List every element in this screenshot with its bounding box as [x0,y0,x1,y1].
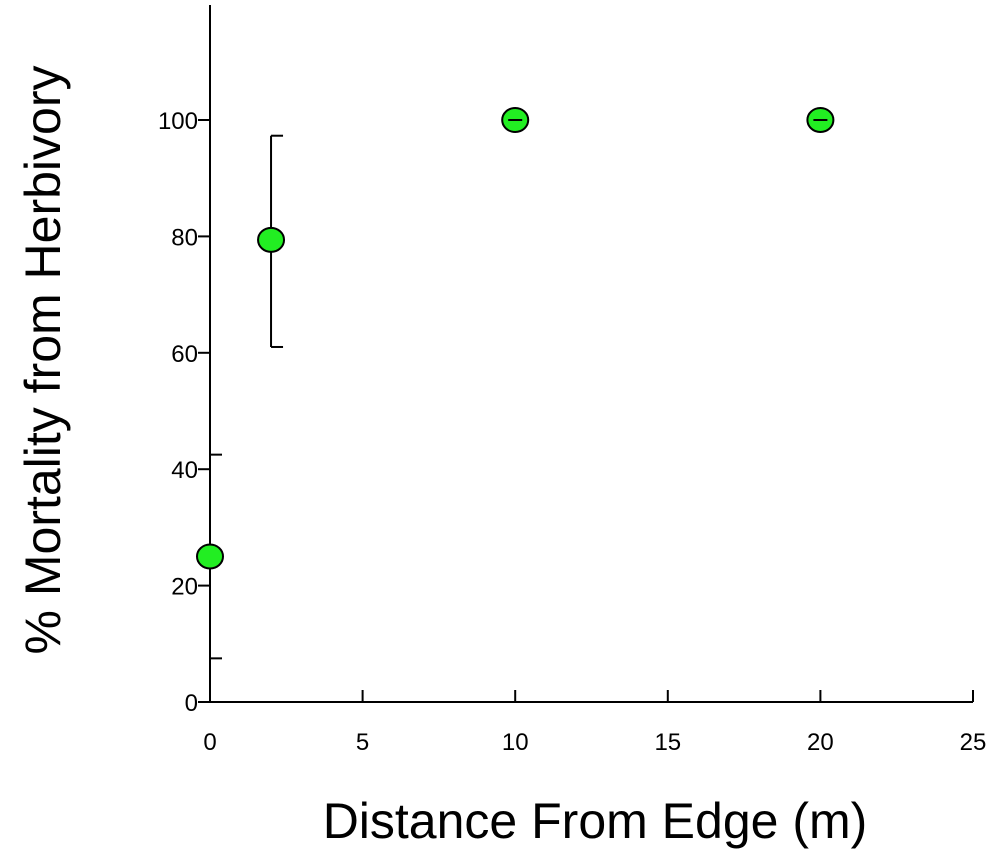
y-tick-label: 40 [171,457,198,484]
x-tick-label: 20 [807,729,834,756]
x-axis-title: Distance From Edge (m) [323,793,868,849]
y-tick-label: 20 [171,574,198,601]
y-tick-label: 60 [171,341,198,368]
data-point [196,543,224,570]
x-tick-label: 0 [203,729,216,756]
data-points [196,107,835,570]
y-tick-label: 0 [185,690,198,717]
data-point [257,226,286,253]
x-tick-label: 10 [502,729,529,756]
x-tick-label: 5 [356,729,369,756]
axes [209,5,973,703]
ticks: 0 5 10 15 20 25 0 20 40 60 80 100 [158,108,986,756]
y-tick-label: 80 [171,224,198,251]
x-tick-label: 15 [654,729,681,756]
y-axis-title: % Mortality from Herbivory [15,66,71,655]
y-tick-label: 100 [158,108,198,135]
error-bars [209,134,284,660]
x-tick-label: 25 [960,729,987,756]
